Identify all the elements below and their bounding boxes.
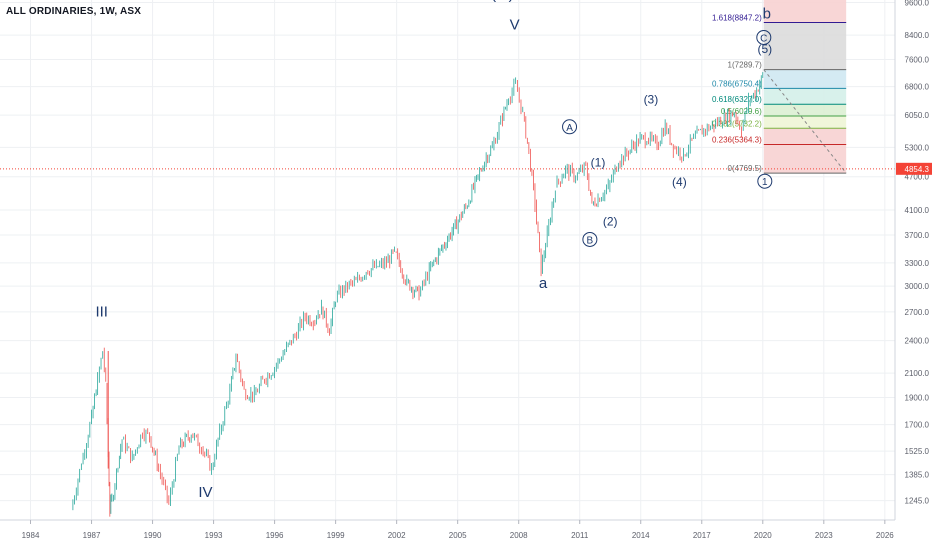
wave-label: (5) xyxy=(757,42,772,56)
x-tick-label: 1999 xyxy=(327,531,345,540)
wave-label: C xyxy=(760,33,767,44)
price-axis xyxy=(895,0,932,550)
x-tick-label: 1996 xyxy=(266,531,284,540)
y-tick-label: 2100.0 xyxy=(905,369,930,378)
y-tick-label: 2700.0 xyxy=(905,308,930,317)
wave-label-circle xyxy=(562,119,578,135)
x-tick-label: 2002 xyxy=(388,531,406,540)
x-tick-label: 2020 xyxy=(754,531,772,540)
fib-band xyxy=(763,128,847,145)
y-tick-label: 1385.0 xyxy=(905,471,930,480)
fib-retracement[interactable]: 1.618(8847.2) 1(7289.7) 0.786(6750.4) 0.618… xyxy=(712,0,847,174)
y-tick-label: 2400.0 xyxy=(905,337,930,346)
wave-label: (III) xyxy=(491,0,514,3)
gridlines xyxy=(0,0,895,520)
fib-trend-line xyxy=(763,69,847,174)
x-tick-label: 2014 xyxy=(632,531,650,540)
fib-level-label: 0.5(6029.6) xyxy=(721,107,762,116)
wave-label: III xyxy=(95,303,108,320)
x-tick-label: 1990 xyxy=(144,531,162,540)
y-tick-label: 5300.0 xyxy=(905,143,930,152)
x-tick-label: 1984 xyxy=(22,531,40,540)
y-tick-label: 9600.0 xyxy=(905,0,930,8)
y-tick-label: 1700.0 xyxy=(905,421,930,430)
wave-label: V xyxy=(510,16,520,33)
fib-level-label: 1.618(8847.2) xyxy=(712,13,762,22)
x-tick-label: 2011 xyxy=(571,531,589,540)
fib-band xyxy=(763,22,847,70)
y-tick-label: 1900.0 xyxy=(905,394,930,403)
price-series xyxy=(0,72,895,517)
wave-label: b xyxy=(763,5,771,22)
x-tick-label: 2026 xyxy=(876,531,894,540)
y-tick-label: 1525.0 xyxy=(905,447,930,456)
fib-band xyxy=(763,88,847,105)
y-tick-label: 1245.0 xyxy=(905,497,930,506)
x-tick-label: 1993 xyxy=(205,531,223,540)
x-tick-label: 2008 xyxy=(510,531,528,540)
x-tick-label: 2005 xyxy=(449,531,467,540)
fib-level-label: 0.618(6327.0) xyxy=(712,95,762,104)
symbol-title: ALL ORDINARIES, 1W, ASX xyxy=(6,6,142,17)
current-price-label: 4854.3 xyxy=(905,165,930,174)
wave-label-circle xyxy=(757,173,773,189)
y-tick-label: 4700.0 xyxy=(905,173,930,182)
x-tick-label: 1987 xyxy=(83,531,101,540)
wave-label: B xyxy=(587,235,594,246)
y-tick-label: 3000.0 xyxy=(905,282,930,291)
x-tick-label: 2017 xyxy=(693,531,711,540)
y-tick-label: 7600.0 xyxy=(905,55,930,64)
x-tick-label: 2023 xyxy=(815,531,833,540)
fib-level-label: 0.382(5732.2) xyxy=(712,119,762,128)
fib-level-label: 0.786(6750.4) xyxy=(712,79,762,88)
current-price-badge xyxy=(896,162,932,175)
fib-level-label: 0.236(5364.3) xyxy=(712,135,762,144)
wave-label-circle xyxy=(582,231,598,247)
wave-label: A xyxy=(566,123,573,134)
y-tick-label: 6800.0 xyxy=(905,83,930,92)
y-tick-label: 3700.0 xyxy=(905,231,930,240)
wave-label: IV xyxy=(198,484,212,501)
y-tick-label: 3300.0 xyxy=(905,259,930,268)
wave-label: 1 xyxy=(762,177,768,188)
wave-label: (3) xyxy=(644,92,659,106)
fib-band xyxy=(763,104,847,116)
y-tick-label: 4100.0 xyxy=(905,206,930,215)
wave-label: a xyxy=(539,275,548,292)
y-tick-label: 8400.0 xyxy=(905,31,930,40)
wave-annotations: (III) V III IV a (1) (2) (3) (4) (5) b A B C 1 xyxy=(95,0,773,501)
fib-band xyxy=(763,69,847,89)
wave-label: (4) xyxy=(672,175,687,189)
wave-label-circle xyxy=(756,29,772,45)
wave-label: (1) xyxy=(591,156,606,170)
wave-label: (2) xyxy=(603,214,618,228)
fib-band-top xyxy=(763,0,847,23)
fib-level-label: 1(7289.7) xyxy=(728,61,763,70)
y-tick-label: 6050.0 xyxy=(905,111,930,120)
